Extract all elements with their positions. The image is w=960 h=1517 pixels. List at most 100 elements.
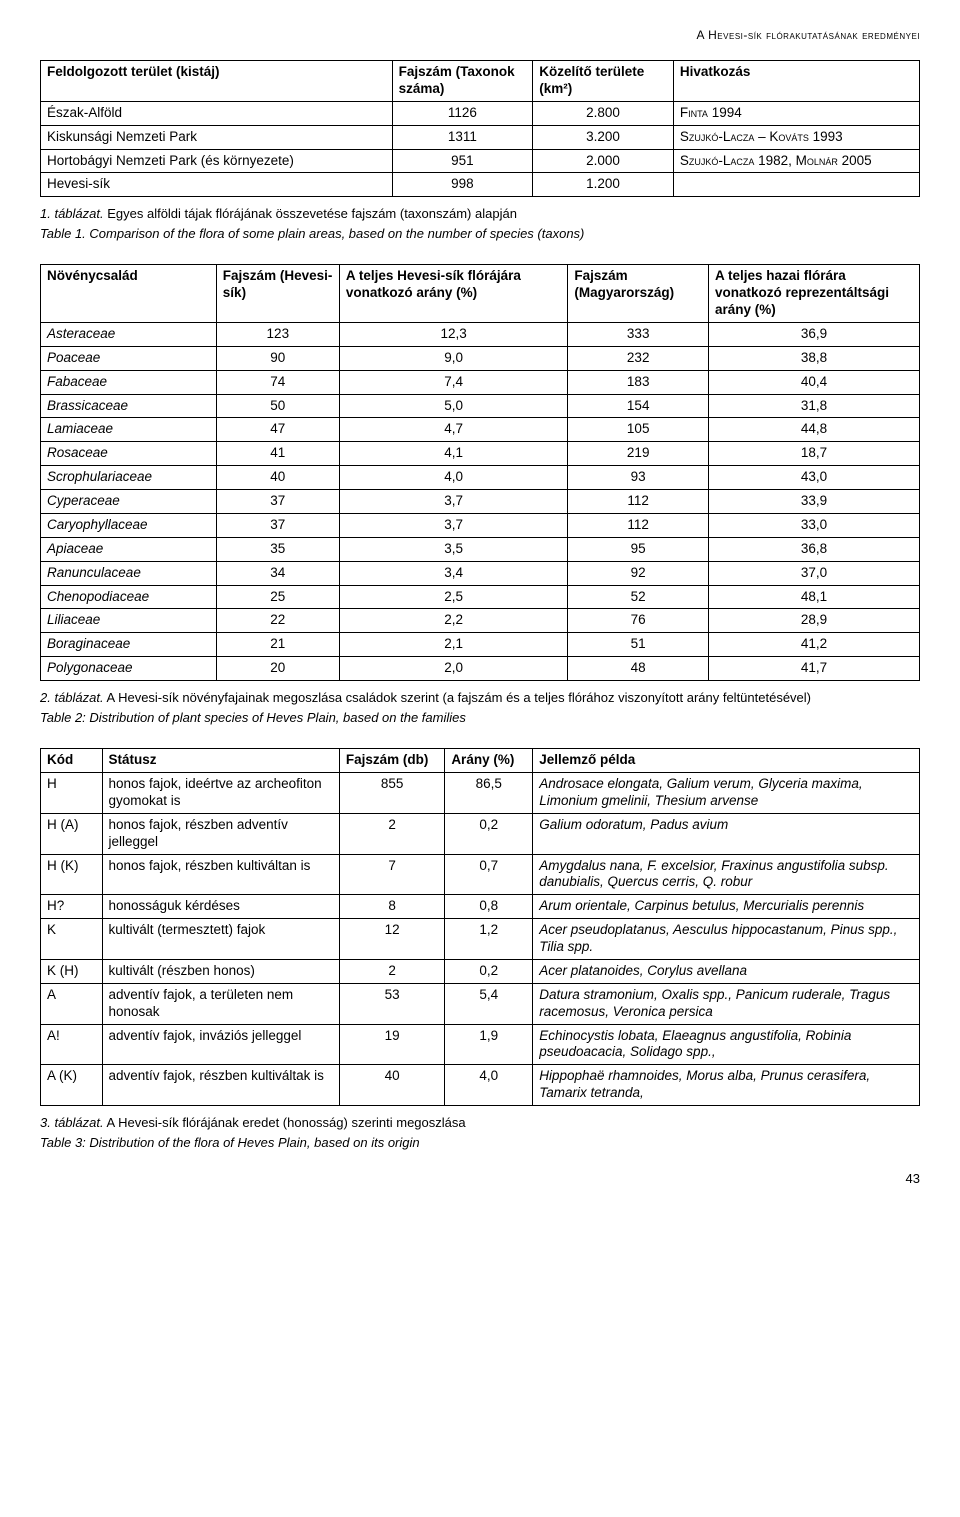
table-cell: 48,1 <box>709 585 920 609</box>
table-row: Liliaceae222,27628,9 <box>41 609 920 633</box>
table3-header-row: Kód Státusz Fajszám (db) Arány (%) Jelle… <box>41 749 920 773</box>
table-cell: 3,5 <box>339 537 568 561</box>
table-row: Caryophyllaceae373,711233,0 <box>41 513 920 537</box>
table-row: Apiaceae353,59536,8 <box>41 537 920 561</box>
table-cell: 2.000 <box>533 149 674 173</box>
table-cell: 9,0 <box>339 346 568 370</box>
table-cell: Rosaceae <box>41 442 217 466</box>
table-cell: Scrophulariaceae <box>41 466 217 490</box>
table-cell: H (K) <box>41 854 103 895</box>
table-row: H (A)honos fajok, részben adventív jelle… <box>41 813 920 854</box>
table-cell: 44,8 <box>709 418 920 442</box>
table1-caption-lead: 1. táblázat. <box>40 206 104 221</box>
table-cell: 36,9 <box>709 322 920 346</box>
table-cell: Asteraceae <box>41 322 217 346</box>
table-cell: Liliaceae <box>41 609 217 633</box>
table3-caption-en: Table 3: Distribution of the flora of He… <box>40 1134 920 1152</box>
table-cell: 2,2 <box>339 609 568 633</box>
table-cell: 20 <box>216 657 339 681</box>
table-cell: Szujkó-Lacza – Kováts 1993 <box>673 125 919 149</box>
t2-h0: Növénycsalád <box>41 265 217 323</box>
table-cell: Caryophyllaceae <box>41 513 217 537</box>
table-cell: 219 <box>568 442 709 466</box>
table-cell: Fabaceae <box>41 370 217 394</box>
table-cell: 40 <box>339 1065 444 1106</box>
table-cell: adventív fajok, a területen nem honosak <box>102 983 339 1024</box>
table-cell: 1.200 <box>533 173 674 197</box>
table-cell: 31,8 <box>709 394 920 418</box>
table-cell: 7,4 <box>339 370 568 394</box>
table-cell: 12,3 <box>339 322 568 346</box>
table-cell: Észak-Alföld <box>41 101 393 125</box>
table-cell: 2,1 <box>339 633 568 657</box>
table-cell: 37 <box>216 490 339 514</box>
table-row: Észak-Alföld11262.800Finta 1994 <box>41 101 920 125</box>
table-cell: 1,2 <box>445 919 533 960</box>
table-row: Poaceae909,023238,8 <box>41 346 920 370</box>
table-cell: Datura stramonium, Oxalis spp., Panicum … <box>533 983 920 1024</box>
table1-caption-en: Table 1. Comparison of the flora of some… <box>40 225 920 243</box>
table-cell: 2 <box>339 813 444 854</box>
table-cell: Apiaceae <box>41 537 217 561</box>
t3-h3: Arány (%) <box>445 749 533 773</box>
table-cell: 998 <box>392 173 533 197</box>
table-cell: 0,2 <box>445 813 533 854</box>
table-row: Fabaceae747,418340,4 <box>41 370 920 394</box>
table-cell: 51 <box>568 633 709 657</box>
t3-h0: Kód <box>41 749 103 773</box>
table-cell: 90 <box>216 346 339 370</box>
table-cell: 0,8 <box>445 895 533 919</box>
table-row: Ranunculaceae343,49237,0 <box>41 561 920 585</box>
table-cell: Cyperaceae <box>41 490 217 514</box>
table-cell: 5,0 <box>339 394 568 418</box>
table-cell: 183 <box>568 370 709 394</box>
table-row: Hhonos fajok, ideértve az archeofiton gy… <box>41 773 920 814</box>
table-cell: 95 <box>568 537 709 561</box>
table1-block: Feldolgozott terület (kistáj) Fajszám (T… <box>40 60 920 242</box>
table-cell: K <box>41 919 103 960</box>
table-cell: 37 <box>216 513 339 537</box>
table-cell: 333 <box>568 322 709 346</box>
table2-caption-lead: 2. táblázat. <box>40 690 104 705</box>
table-cell: 154 <box>568 394 709 418</box>
table-row: Rosaceae414,121918,7 <box>41 442 920 466</box>
table-cell: Hippophaë rhamnoides, Morus alba, Prunus… <box>533 1065 920 1106</box>
table1-caption-hu: 1. táblázat. Egyes alföldi tájak flórájá… <box>40 205 920 223</box>
table2: Növénycsalád Fajszám (Hevesi-sík) A telj… <box>40 264 920 681</box>
table-cell: Lamiaceae <box>41 418 217 442</box>
table-cell: H (A) <box>41 813 103 854</box>
table-cell: 37,0 <box>709 561 920 585</box>
table-cell: Chenopodiaceae <box>41 585 217 609</box>
table-cell: 35 <box>216 537 339 561</box>
t1-h3: Hivatkozás <box>673 61 919 102</box>
t3-h4: Jellemző példa <box>533 749 920 773</box>
table-cell: Androsace elongata, Galium verum, Glycer… <box>533 773 920 814</box>
table-cell: Galium odoratum, Padus avium <box>533 813 920 854</box>
table1-header-row: Feldolgozott terület (kistáj) Fajszám (T… <box>41 61 920 102</box>
table-cell: 40,4 <box>709 370 920 394</box>
table-cell: 2 <box>339 959 444 983</box>
table-cell: H? <box>41 895 103 919</box>
table-cell: 4,0 <box>339 466 568 490</box>
table3-caption-hu: 3. táblázat. A Hevesi-sík flórájának ere… <box>40 1114 920 1132</box>
table-cell: 232 <box>568 346 709 370</box>
table3-block: Kód Státusz Fajszám (db) Arány (%) Jelle… <box>40 748 920 1151</box>
table-cell: 52 <box>568 585 709 609</box>
table-cell: 112 <box>568 513 709 537</box>
table-cell: adventív fajok, inváziós jelleggel <box>102 1024 339 1065</box>
table-cell: Brassicaceae <box>41 394 217 418</box>
table-cell: 2,5 <box>339 585 568 609</box>
table-cell: 8 <box>339 895 444 919</box>
table-cell: 33,0 <box>709 513 920 537</box>
table-cell: 41,2 <box>709 633 920 657</box>
table-cell: adventív fajok, részben kultiváltak is <box>102 1065 339 1106</box>
table-row: A (K)adventív fajok, részben kultiváltak… <box>41 1065 920 1106</box>
table-cell: 50 <box>216 394 339 418</box>
table-row: Aadventív fajok, a területen nem honosak… <box>41 983 920 1024</box>
table-row: Cyperaceae373,711233,9 <box>41 490 920 514</box>
table-cell: A <box>41 983 103 1024</box>
page-number: 43 <box>40 1171 920 1186</box>
table-cell: 3.200 <box>533 125 674 149</box>
t2-h1: Fajszám (Hevesi-sík) <box>216 265 339 323</box>
table-cell <box>673 173 919 197</box>
